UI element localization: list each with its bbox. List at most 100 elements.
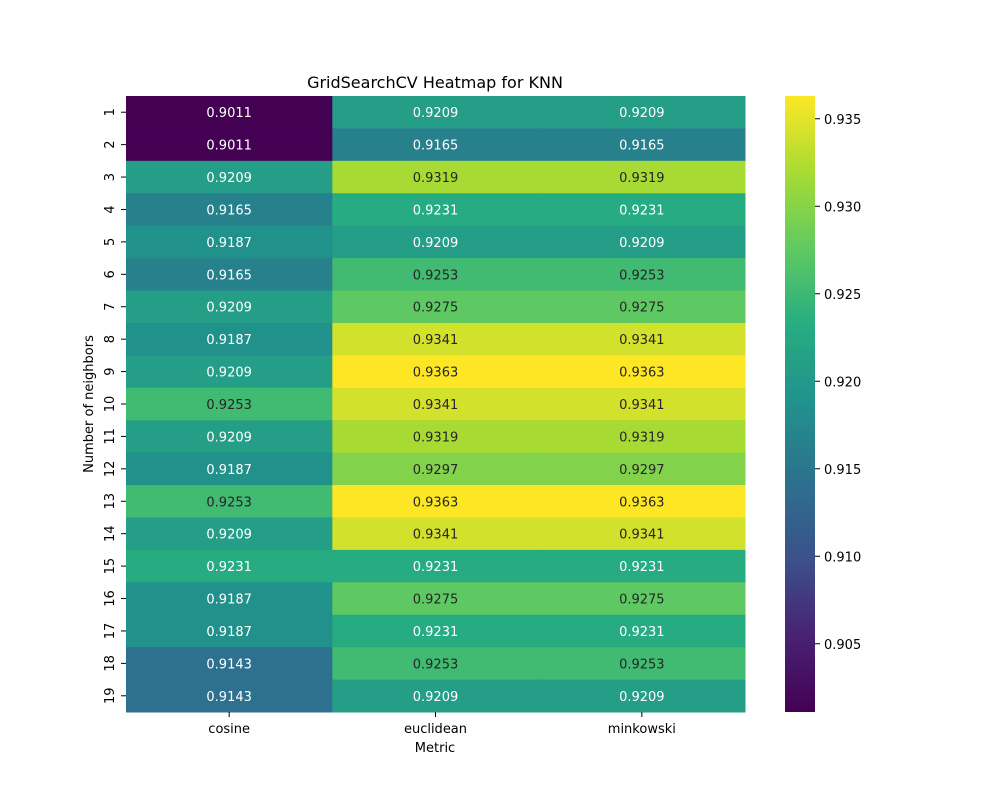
y-tick-label: 5 bbox=[103, 238, 118, 246]
cell-value-label: 0.9275 bbox=[619, 301, 665, 316]
y-tick-label: 7 bbox=[103, 303, 118, 311]
x-axis-label: Metric bbox=[415, 741, 455, 756]
cell-value-label: 0.9319 bbox=[413, 171, 459, 186]
heatmap-cell bbox=[538, 322, 746, 356]
heatmap-cell bbox=[126, 225, 333, 259]
cell-value-label: 0.9187 bbox=[206, 333, 252, 348]
heatmap-cell bbox=[126, 387, 333, 421]
heatmap-cell bbox=[126, 517, 333, 551]
colorbar-scale bbox=[785, 96, 815, 712]
y-tick-label: 9 bbox=[103, 367, 118, 375]
heatmap-cell bbox=[538, 96, 746, 129]
heatmap-cell bbox=[332, 322, 540, 356]
cell-value-label: 0.9209 bbox=[413, 236, 459, 251]
cell-value-label: 0.9253 bbox=[413, 657, 459, 672]
heatmap-cell bbox=[332, 387, 540, 421]
cell-value-label: 0.9165 bbox=[206, 203, 252, 218]
heatmap-cell bbox=[126, 485, 333, 518]
colorbar-tick-label: 0.935 bbox=[824, 113, 861, 128]
heatmap-cell bbox=[332, 420, 540, 454]
cell-value-label: 0.9341 bbox=[619, 333, 665, 348]
heatmap-cell bbox=[126, 420, 333, 454]
cell-value-label: 0.9231 bbox=[619, 560, 665, 575]
heatmap-cell bbox=[332, 225, 540, 259]
heatmap-cells bbox=[126, 96, 746, 713]
heatmap-cell bbox=[538, 128, 746, 162]
y-tick-label: 11 bbox=[103, 428, 118, 445]
cell-value-label: 0.9231 bbox=[619, 203, 665, 218]
cell-value-label: 0.9011 bbox=[206, 139, 252, 154]
y-tick-label: 18 bbox=[103, 655, 118, 672]
cell-value-label: 0.9231 bbox=[619, 625, 665, 640]
cell-value-label: 0.9297 bbox=[619, 463, 665, 478]
heatmap-cell bbox=[538, 420, 746, 454]
cell-value-label: 0.9275 bbox=[413, 593, 459, 608]
cell-value-label: 0.9231 bbox=[413, 203, 459, 218]
heatmap-cell bbox=[332, 614, 540, 648]
cell-value-label: 0.9209 bbox=[619, 690, 665, 705]
colorbar-tick-label: 0.925 bbox=[824, 288, 861, 303]
cell-value-label: 0.9143 bbox=[206, 690, 252, 705]
y-tick-label: 6 bbox=[103, 270, 118, 278]
y-tick-label: 2 bbox=[103, 140, 118, 148]
cell-value-label: 0.9143 bbox=[206, 657, 252, 672]
cell-value-label: 0.9363 bbox=[413, 366, 459, 381]
y-tick-label: 15 bbox=[103, 558, 118, 575]
heatmap-cell bbox=[538, 355, 746, 389]
y-axis-label: Number of neighbors bbox=[82, 335, 97, 473]
colorbar-tick-label: 0.910 bbox=[824, 550, 861, 565]
cell-value-label: 0.9187 bbox=[206, 236, 252, 251]
cell-value-label: 0.9209 bbox=[206, 430, 252, 445]
heatmap-cell bbox=[126, 290, 333, 324]
cell-value-label: 0.9209 bbox=[206, 366, 252, 381]
heatmap-cell bbox=[538, 452, 746, 486]
colorbar-tick-label: 0.930 bbox=[824, 200, 861, 215]
heatmap-cell bbox=[332, 452, 540, 486]
heatmap-cell bbox=[332, 128, 540, 162]
heatmap-cell bbox=[538, 485, 746, 518]
y-tick-label: 14 bbox=[103, 525, 118, 542]
heatmap-cell bbox=[538, 225, 746, 259]
cell-value-label: 0.9363 bbox=[413, 495, 459, 510]
colorbar-tick-label: 0.915 bbox=[824, 463, 861, 478]
heatmap-cell bbox=[332, 679, 540, 713]
heatmap-cell bbox=[126, 452, 333, 486]
cell-value-label: 0.9319 bbox=[619, 171, 665, 186]
heatmap-cell bbox=[538, 679, 746, 713]
cell-value-label: 0.9275 bbox=[413, 301, 459, 316]
y-tick-label: 19 bbox=[103, 688, 118, 705]
cell-value-label: 0.9231 bbox=[413, 560, 459, 575]
cell-value-label: 0.9209 bbox=[619, 106, 665, 121]
heatmap-cell bbox=[126, 582, 333, 616]
heatmap-cell bbox=[332, 549, 540, 583]
heatmap-cell bbox=[538, 517, 746, 551]
x-tick-label: minkowski bbox=[608, 722, 676, 737]
x-axis: cosine euclidean minkowski bbox=[208, 712, 676, 737]
heatmap-cell bbox=[538, 290, 746, 324]
cell-value-label: 0.9275 bbox=[619, 593, 665, 608]
heatmap-cell bbox=[332, 647, 540, 681]
cell-value-label: 0.9231 bbox=[413, 625, 459, 640]
cell-value-label: 0.9209 bbox=[206, 171, 252, 186]
heatmap-cell bbox=[332, 485, 540, 518]
cell-value-label: 0.9319 bbox=[413, 430, 459, 445]
cell-value-label: 0.9319 bbox=[619, 430, 665, 445]
cell-value-label: 0.9165 bbox=[413, 139, 459, 154]
y-tick-label: 8 bbox=[103, 335, 118, 343]
heatmap-cell bbox=[332, 290, 540, 324]
heatmap-cell bbox=[126, 355, 333, 389]
heatmap-cell bbox=[538, 549, 746, 583]
y-tick-label: 12 bbox=[103, 461, 118, 478]
heatmap-cell bbox=[126, 160, 333, 194]
cell-value-label: 0.9253 bbox=[413, 268, 459, 283]
heatmap-cell bbox=[126, 128, 333, 162]
y-tick-label: 17 bbox=[103, 623, 118, 640]
y-tick-label: 13 bbox=[103, 493, 118, 510]
cell-value-label: 0.9187 bbox=[206, 463, 252, 478]
heatmap-cell bbox=[126, 258, 333, 292]
heatmap-cell bbox=[538, 160, 746, 194]
heatmap-cell bbox=[126, 549, 333, 583]
heatmap-cell bbox=[126, 614, 333, 648]
y-tick-label: 4 bbox=[103, 205, 118, 213]
